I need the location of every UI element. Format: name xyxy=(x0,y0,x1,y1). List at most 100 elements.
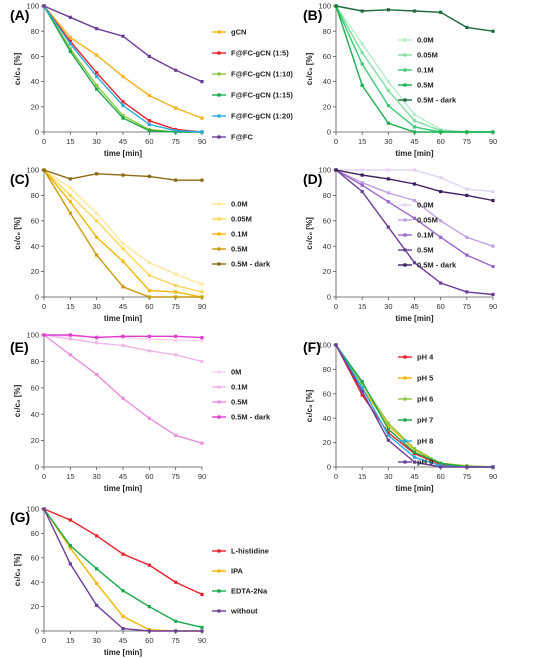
series-line-2 xyxy=(335,169,494,247)
panel-label: (B) xyxy=(303,7,322,23)
x-tick-label: 15 xyxy=(66,137,74,146)
data-point xyxy=(412,182,417,186)
data-point xyxy=(68,546,72,550)
legend-marker xyxy=(217,609,221,613)
legend-marker xyxy=(217,202,221,206)
y-tick-label: 0 xyxy=(35,463,39,472)
chart-panel-c: (C) 0 15 30 45 60 75 90 0 20 40 60 80 100 time [min] cₜ… xyxy=(10,166,271,323)
x-tick-label: 15 xyxy=(66,636,74,645)
data-point xyxy=(68,49,72,53)
panel-label: (D) xyxy=(303,171,322,187)
data-point xyxy=(360,389,364,393)
series-line-3 xyxy=(43,5,202,133)
y-tick-label: 100 xyxy=(318,341,331,350)
data-point xyxy=(174,129,178,133)
y-tick-label: 80 xyxy=(31,529,39,538)
data-point xyxy=(360,380,364,384)
chart-panel-g: (G) 0 15 30 45 60 75 90 0 20 40 60 80 100 time [min] cₜ… xyxy=(10,505,269,657)
data-point xyxy=(174,629,178,633)
data-point xyxy=(360,393,364,397)
data-point xyxy=(147,349,151,353)
legend-label: F@FC-gCN (1:15) xyxy=(231,91,293,100)
y-tick-label: 60 xyxy=(31,52,39,61)
data-point xyxy=(174,619,178,623)
data-point xyxy=(68,47,72,51)
data-point xyxy=(386,200,390,204)
x-axis-label: time [min] xyxy=(104,314,143,323)
y-tick-label: 60 xyxy=(323,389,331,398)
data-point xyxy=(200,629,204,633)
legend-marker xyxy=(403,38,407,42)
x-tick-label: 0 xyxy=(334,137,338,146)
data-point xyxy=(68,337,72,341)
y-tick-label: 40 xyxy=(31,242,39,251)
y-tick-label: 20 xyxy=(31,102,39,111)
data-point xyxy=(412,455,417,459)
chart-panel-b: (B) 0 15 30 45 60 75 90 0 20 40 60 80 100 time [min] cₜ… xyxy=(303,2,497,158)
data-point xyxy=(412,216,417,220)
legend-label: pH 4 xyxy=(417,353,434,362)
y-tick-label: 60 xyxy=(31,383,39,392)
data-point xyxy=(121,334,125,338)
legend-marker xyxy=(403,98,407,102)
data-point xyxy=(174,295,178,299)
data-point xyxy=(147,54,151,58)
x-tick-label: 75 xyxy=(171,302,179,311)
y-tick-label: 20 xyxy=(323,102,331,111)
data-point xyxy=(68,333,72,337)
legend-marker xyxy=(217,217,221,221)
y-tick-label: 100 xyxy=(26,166,39,175)
y-tick-label: 20 xyxy=(323,267,331,276)
data-point xyxy=(200,178,204,182)
legend-label: 0.5M - dark xyxy=(417,96,457,105)
legend-marker xyxy=(217,232,221,236)
y-tick-label: 0 xyxy=(35,627,39,636)
series-line-3 xyxy=(43,508,203,628)
y-tick-label: 40 xyxy=(323,414,331,423)
legend-marker xyxy=(403,397,407,401)
legend-marker xyxy=(217,370,221,374)
data-point xyxy=(68,193,72,197)
y-tick-label: 80 xyxy=(31,27,39,36)
data-point xyxy=(147,261,151,265)
data-point xyxy=(95,341,99,345)
legend-marker xyxy=(403,460,407,464)
data-point xyxy=(386,168,390,172)
data-point xyxy=(386,8,390,12)
x-tick-label: 75 xyxy=(171,472,179,481)
data-point xyxy=(147,93,151,98)
legend-label: L-histidine xyxy=(231,547,269,556)
x-tick-label: 30 xyxy=(92,302,100,311)
legend-marker xyxy=(217,51,221,55)
data-point xyxy=(95,53,99,57)
data-point xyxy=(121,343,125,348)
x-axis-label: time [min] xyxy=(395,149,434,158)
data-point xyxy=(121,116,125,120)
data-point xyxy=(174,433,178,437)
legend-marker xyxy=(217,247,221,251)
y-tick-label: 100 xyxy=(26,505,39,514)
data-point xyxy=(68,15,72,19)
legend-label: without xyxy=(230,607,258,616)
data-point xyxy=(386,177,390,181)
data-point xyxy=(491,244,495,248)
legend-label: pH 7 xyxy=(417,416,433,425)
data-point xyxy=(95,87,99,91)
data-point xyxy=(95,336,99,340)
x-tick-label: 60 xyxy=(436,137,444,146)
legend-marker xyxy=(217,30,221,34)
x-tick-label: 45 xyxy=(119,137,127,146)
legend-label: 0.0M xyxy=(417,201,434,210)
y-tick-label: 40 xyxy=(31,77,39,86)
legend-marker xyxy=(217,400,221,404)
data-point xyxy=(68,39,72,43)
data-point xyxy=(95,83,99,87)
x-tick-label: 0 xyxy=(42,636,46,645)
x-tick-label: 30 xyxy=(92,636,100,645)
data-point xyxy=(465,253,469,257)
x-axis-label: time [min] xyxy=(104,149,143,158)
legend-label: 0.1M xyxy=(417,66,434,75)
data-point xyxy=(174,334,178,338)
legend-marker xyxy=(403,439,407,443)
data-point xyxy=(174,353,178,357)
